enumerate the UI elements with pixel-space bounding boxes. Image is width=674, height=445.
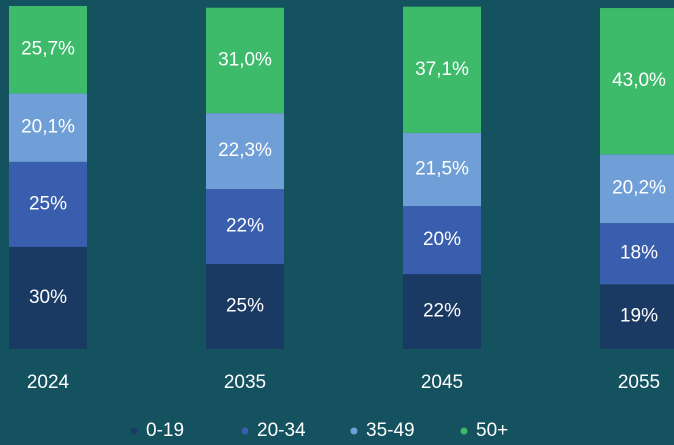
data-label: 20,2%: [612, 178, 666, 199]
x-tick-label: 2045: [421, 372, 463, 393]
x-tick-label: 2055: [618, 372, 660, 393]
bar-segment: [600, 223, 674, 285]
bar-segment: [600, 284, 674, 349]
bar-segment: [206, 113, 284, 190]
legend-label: 35-49: [366, 420, 415, 441]
data-label: 19%: [620, 306, 658, 327]
bar-segment: [206, 189, 284, 264]
data-label: 31,0%: [218, 49, 272, 70]
bar-segment: [403, 206, 481, 275]
data-label: 37,1%: [415, 59, 469, 80]
data-label: 22,3%: [218, 140, 272, 161]
data-label: 22%: [226, 216, 264, 237]
data-label: 30%: [29, 287, 67, 308]
legend-marker: [350, 427, 358, 435]
legend-marker: [130, 427, 138, 435]
data-label: 25%: [226, 295, 264, 316]
data-label: 22%: [423, 301, 461, 322]
data-label: 18%: [620, 243, 658, 264]
bar-segment: [403, 274, 481, 349]
legend-label: 0-19: [146, 420, 184, 441]
data-label: 20,1%: [21, 117, 75, 138]
bar-segment: [9, 93, 87, 162]
bar-segment: [9, 246, 87, 349]
data-label: 25,7%: [21, 39, 75, 60]
data-label: 43,0%: [612, 70, 666, 91]
bar-segment: [9, 6, 87, 94]
bar-segment: [9, 161, 87, 247]
bar-segment: [600, 8, 674, 155]
bar-segment: [403, 6, 481, 133]
legend-label: 50+: [476, 420, 508, 441]
legend-label: 20-34: [257, 420, 306, 441]
bar-segment: [600, 154, 674, 224]
x-tick-label: 2024: [27, 372, 70, 393]
legend-marker: [460, 427, 468, 435]
bar-segment: [206, 7, 284, 114]
data-label: 25%: [29, 193, 67, 214]
x-tick-label: 2035: [224, 372, 266, 393]
data-label: 21,5%: [415, 159, 469, 180]
bar-segment: [206, 263, 284, 349]
legend-marker: [241, 427, 249, 435]
data-label: 20%: [423, 229, 461, 250]
bar-segment: [403, 132, 481, 207]
